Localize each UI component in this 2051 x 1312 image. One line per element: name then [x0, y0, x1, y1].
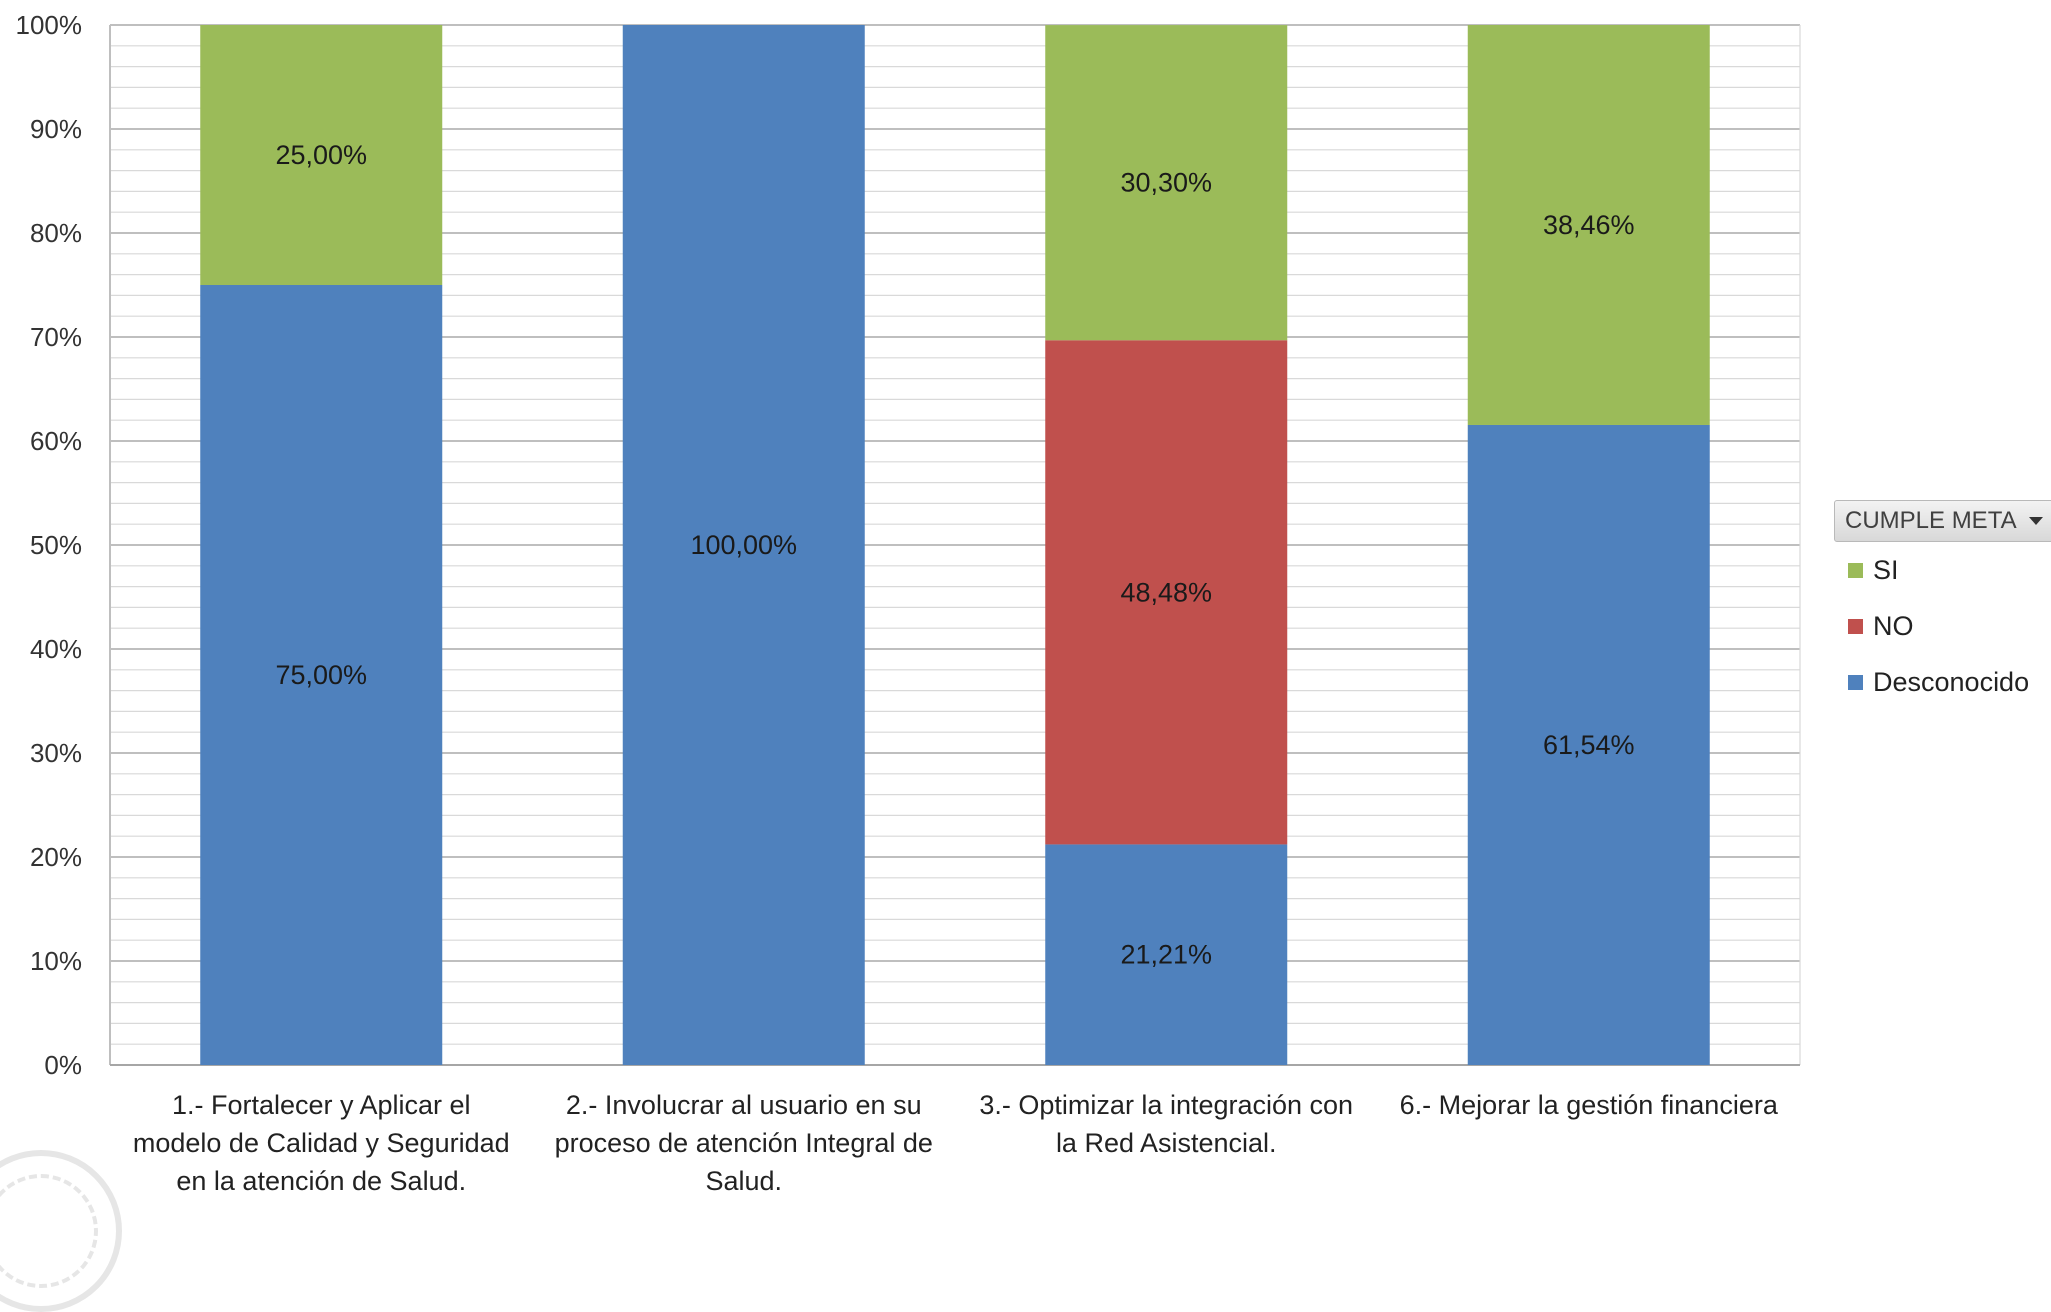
x-category-label-line: 3.- Optimizar la integración con — [979, 1090, 1353, 1120]
y-tick-label: 20% — [30, 842, 82, 872]
x-category-label-line: 2.- Involucrar al usuario en su — [566, 1090, 922, 1120]
legend-title: CUMPLE META — [1845, 507, 2017, 534]
y-tick-label: 40% — [30, 634, 82, 664]
chart-legend: CUMPLE META SI NO Desconocido — [1834, 500, 2051, 710]
y-tick-label: 50% — [30, 530, 82, 560]
y-tick-label: 60% — [30, 426, 82, 456]
bar-data-label: 48,48% — [1120, 577, 1212, 607]
x-category-label: 1.- Fortalecer y Aplicar el modelo de Cal… — [133, 1090, 510, 1194]
bar-segment-si — [1045, 25, 1288, 341]
x-category-label: 3.- Optimizar la integración con la Red A… — [979, 1090, 1353, 1158]
y-tick-label: 30% — [30, 738, 82, 768]
bar-segment-desconocido — [622, 25, 865, 1065]
stacked-bar-chart: 75,00% 25,00% 100,00% 21,21% 48,48% 30,30% 61,… — [16, 10, 1801, 1194]
bar-segment-si — [200, 25, 443, 285]
x-category-label: 6.- Mejorar la gestión financiera — [1400, 1090, 1779, 1120]
legend-item-si: SI — [1834, 542, 2051, 598]
y-tick-label: 90% — [30, 114, 82, 144]
x-category-label-line: en la atención de Salud. — [176, 1166, 466, 1194]
legend-label-no: NO — [1873, 610, 1914, 641]
legend-item-desconocido: Desconocido — [1834, 654, 2051, 710]
y-tick-label: 0% — [44, 1050, 82, 1080]
legend-swatch-desconocido — [1848, 674, 1863, 690]
legend-swatch-no — [1848, 618, 1863, 634]
legend-label-desconocido: Desconocido — [1873, 666, 2030, 697]
bar-data-label: 75,00% — [275, 660, 367, 690]
chevron-down-icon[interactable] — [2029, 517, 2043, 525]
bar-data-label: 25,00% — [275, 140, 367, 170]
y-tick-label: 100% — [16, 10, 83, 40]
bar-data-label: 21,21% — [1120, 940, 1212, 970]
bar-segment-desconocido — [1467, 424, 1710, 1065]
x-category-label-line: modelo de Calidad y Seguridad — [133, 1128, 510, 1158]
y-tick-label: 80% — [30, 218, 82, 248]
bar-data-label: 30,30% — [1120, 168, 1212, 198]
chart-bars: 75,00% 25,00% 100,00% 21,21% 48,48% 30,30% 61,… — [200, 25, 1710, 1065]
y-tick-label: 70% — [30, 322, 82, 352]
bar-segment-desconocido — [200, 285, 443, 1065]
bar-segment-desconocido — [1045, 844, 1288, 1065]
x-axis-categories: 1.- Fortalecer y Aplicar el modelo de Cal… — [133, 1090, 1779, 1194]
x-category-label-line: proceso de atención Integral de — [555, 1128, 933, 1158]
x-category-label: 2.- Involucrar al usuario en su proceso d… — [555, 1090, 933, 1194]
bar-segment-no — [1045, 340, 1288, 845]
x-category-label-line: 1.- Fortalecer y Aplicar el — [172, 1090, 471, 1120]
y-tick-label: 10% — [30, 946, 82, 976]
legend-item-no: NO — [1834, 598, 2051, 654]
bar-data-label: 100,00% — [690, 530, 797, 560]
bar-data-label: 61,54% — [1543, 730, 1635, 760]
bar-segment-si — [1467, 25, 1710, 425]
legend-filter-button[interactable]: CUMPLE META — [1834, 500, 2051, 542]
y-axis-ticks: 0% 10% 20% 30% 40% 50% 60% 70% 80% 90% 100% — [16, 10, 83, 1080]
x-category-label-line: 6.- Mejorar la gestión financiera — [1400, 1090, 1779, 1120]
x-category-label-line: la Red Asistencial. — [1056, 1128, 1277, 1158]
x-category-label-line: Salud. — [705, 1166, 782, 1194]
bar-data-label: 38,46% — [1543, 210, 1635, 240]
legend-label-si: SI — [1873, 554, 1899, 585]
legend-swatch-si — [1848, 562, 1863, 578]
